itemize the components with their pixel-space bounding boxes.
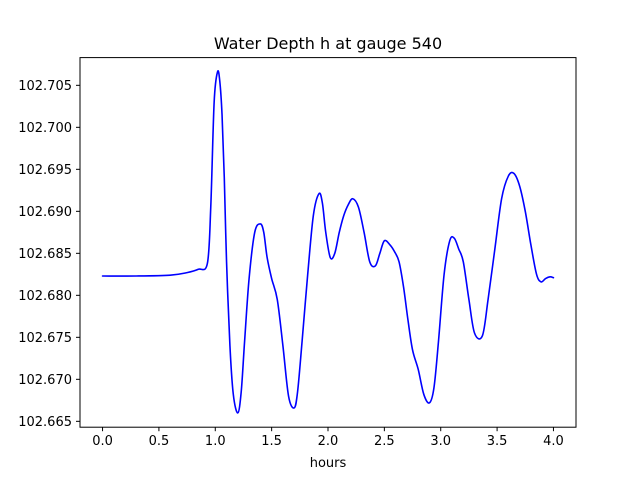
- x-axis-label: hours: [310, 456, 347, 471]
- x-tick-label: 4.0: [543, 434, 564, 449]
- x-tick-label: 3.5: [487, 434, 508, 449]
- y-tick-label: 102.685: [18, 247, 72, 262]
- chart-title: Water Depth h at gauge 540: [214, 34, 442, 53]
- plot-area: [101, 70, 555, 414]
- x-tick-label: 0.0: [92, 434, 113, 449]
- y-tick-label: 102.700: [18, 121, 72, 136]
- x-tick-label: 2.5: [374, 434, 395, 449]
- y-tick-label: 102.705: [18, 79, 72, 94]
- y-tick-label: 102.695: [18, 163, 72, 178]
- x-tick-label: 1.0: [205, 434, 226, 449]
- x-tick-label: 3.0: [430, 434, 451, 449]
- y-tick-label: 102.670: [18, 373, 72, 388]
- series-line-0: [101, 70, 555, 414]
- y-tick-label: 102.675: [18, 331, 72, 346]
- x-tick-label: 0.5: [149, 434, 170, 449]
- y-tick-label: 102.690: [18, 205, 72, 220]
- y-axis: 102.665 102.670 102.675 102.680 102.685 102.6…: [18, 79, 80, 430]
- x-tick-label: 1.5: [261, 434, 282, 449]
- y-tick-label: 102.680: [18, 289, 72, 304]
- y-tick-label: 102.665: [18, 415, 72, 430]
- x-tick-label: 2.0: [318, 434, 339, 449]
- x-axis: 0.0 0.5 1.0 1.5 2.0 2.5 3.0 3.5 4.0: [92, 427, 564, 449]
